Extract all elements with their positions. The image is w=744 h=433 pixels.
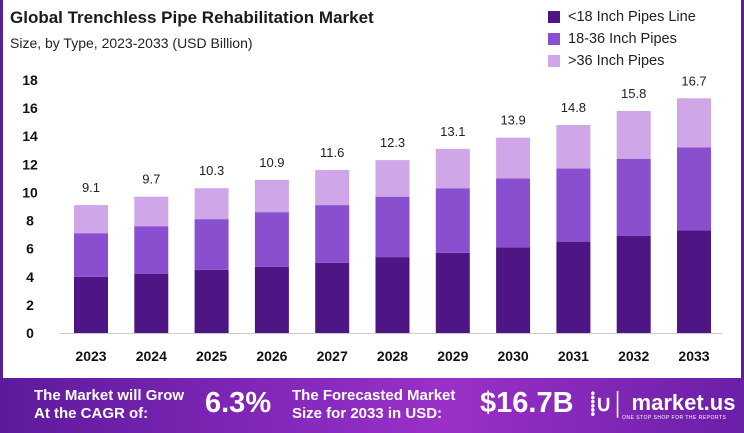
y-tick-label: 10 [22, 184, 38, 200]
cagr-label-line2: At the CAGR of: [34, 405, 149, 422]
bar-segment [74, 233, 108, 277]
y-tick-label: 18 [22, 72, 38, 88]
bar-segment [556, 124, 591, 169]
chart-title: Global Trenchless Pipe Rehabilitation Ma… [10, 8, 374, 27]
bar-segment [315, 205, 350, 263]
bar-segment [74, 205, 108, 234]
bar-segment [194, 219, 229, 270]
y-tick-label: 8 [26, 213, 34, 229]
bar-segment [556, 168, 591, 242]
forecast-label-line2: Size for 2033 in USD: [292, 405, 443, 422]
footer-banner: The Market will Grow At the CAGR of: 6.3… [0, 378, 744, 433]
cagr-value: 6.3% [205, 387, 272, 419]
bar-segment [677, 230, 711, 333]
forecast-value: $16.7B [480, 387, 574, 419]
bar-total-label: 10.3 [199, 163, 224, 178]
bar-segment [556, 241, 591, 333]
x-tick-label: 2026 [256, 348, 287, 364]
bar-total-label: 16.7 [681, 73, 706, 88]
bar-total-label: 9.7 [142, 172, 160, 187]
bar-segment [616, 158, 651, 237]
logo-tagline: ONE STOP SHOP FOR THE REPORTS [622, 415, 727, 421]
bar-segment [315, 169, 350, 206]
legend-label: <18 Inch Pipes Line [568, 9, 696, 25]
forecast-label-line1: The Forecasted Market [292, 387, 456, 404]
y-tick-label: 12 [22, 156, 38, 172]
logo-name: market.us [631, 390, 736, 415]
bar-total-label: 11.6 [320, 145, 344, 160]
bar-chart: 0 2 4 6 8 10 12 14 16 18 9.1 2023 9.7 2024 10.3 2025 10.… [22, 72, 722, 364]
forecast-label: The Forecasted Market Size for 2033 in U… [292, 387, 455, 423]
bar-segment [194, 269, 229, 333]
cagr-label: The Market will Grow At the CAGR of: [34, 387, 184, 423]
legend-swatch [548, 33, 560, 45]
y-tick-label: 2 [26, 297, 34, 313]
bar-segment [435, 188, 470, 253]
bar-total-label: 15.8 [621, 86, 646, 101]
logo-mark-icon: ⸽∪│ [590, 391, 626, 416]
cagr-label-line1: The Market will Grow [34, 387, 185, 404]
bar-total-label: 9.1 [82, 180, 100, 195]
legend-item: <18 Inch Pipes Line [548, 6, 696, 28]
bar-total-label: 12.3 [380, 135, 405, 150]
bar-segment [375, 196, 410, 258]
y-tick-label: 16 [22, 100, 38, 116]
bar-total-label: 14.8 [561, 100, 586, 115]
x-tick-label: 2029 [437, 348, 468, 364]
bar-segment [134, 196, 169, 227]
chart-subtitle: Size, by Type, 2023-2033 (USD Billion) [10, 35, 253, 51]
bar-segment [375, 160, 410, 197]
bar-segment [496, 178, 531, 248]
legend-label: >36 Inch Pipes [568, 53, 665, 69]
y-tick-label: 4 [26, 269, 34, 285]
x-tick-label: 2027 [317, 348, 348, 364]
bar-segment [254, 179, 289, 213]
bar-segment [254, 266, 289, 333]
bar-segment [375, 257, 410, 333]
legend-label: 18-36 Inch Pipes [568, 31, 677, 47]
bar-segment [616, 236, 651, 333]
y-tick-label: 14 [22, 128, 38, 144]
legend: <18 Inch Pipes Line 18-36 Inch Pipes >36 I… [548, 6, 696, 72]
legend-item: 18-36 Inch Pipes [548, 28, 696, 50]
bar-segment [435, 252, 470, 333]
bar-segment [496, 137, 531, 179]
bar-segment [194, 188, 229, 220]
bar-segment [496, 247, 531, 333]
x-tick-label: 2033 [678, 348, 709, 364]
bar-segment [254, 212, 289, 267]
bar-segment [134, 273, 169, 333]
x-tick-label: 2025 [196, 348, 227, 364]
bar-segment [677, 147, 711, 231]
x-tick-label: 2030 [498, 348, 529, 364]
x-tick-label: 2031 [558, 348, 589, 364]
x-tick-label: 2023 [75, 348, 106, 364]
x-tick-label: 2024 [136, 348, 167, 364]
bar-segment [134, 226, 169, 274]
bar-segment [616, 110, 651, 159]
market-us-logo: ⸽∪│ market.us ONE STOP SHOP FOR THE REPO… [590, 388, 736, 421]
bar-total-label: 10.9 [259, 155, 284, 170]
bar-segment [74, 276, 108, 333]
legend-swatch [548, 11, 560, 23]
bar-segment [435, 148, 470, 189]
x-tick-label: 2028 [377, 348, 408, 364]
bar-total-label: 13.9 [500, 113, 525, 128]
bar-segment [315, 262, 350, 333]
y-tick-label: 0 [26, 325, 34, 341]
bar-segment [677, 98, 711, 148]
x-tick-label: 2032 [618, 348, 649, 364]
bar-total-label: 13.1 [440, 124, 465, 139]
chart-frame [0, 0, 744, 378]
legend-swatch [548, 55, 560, 67]
y-tick-label: 6 [26, 241, 34, 257]
legend-item: >36 Inch Pipes [548, 50, 696, 72]
